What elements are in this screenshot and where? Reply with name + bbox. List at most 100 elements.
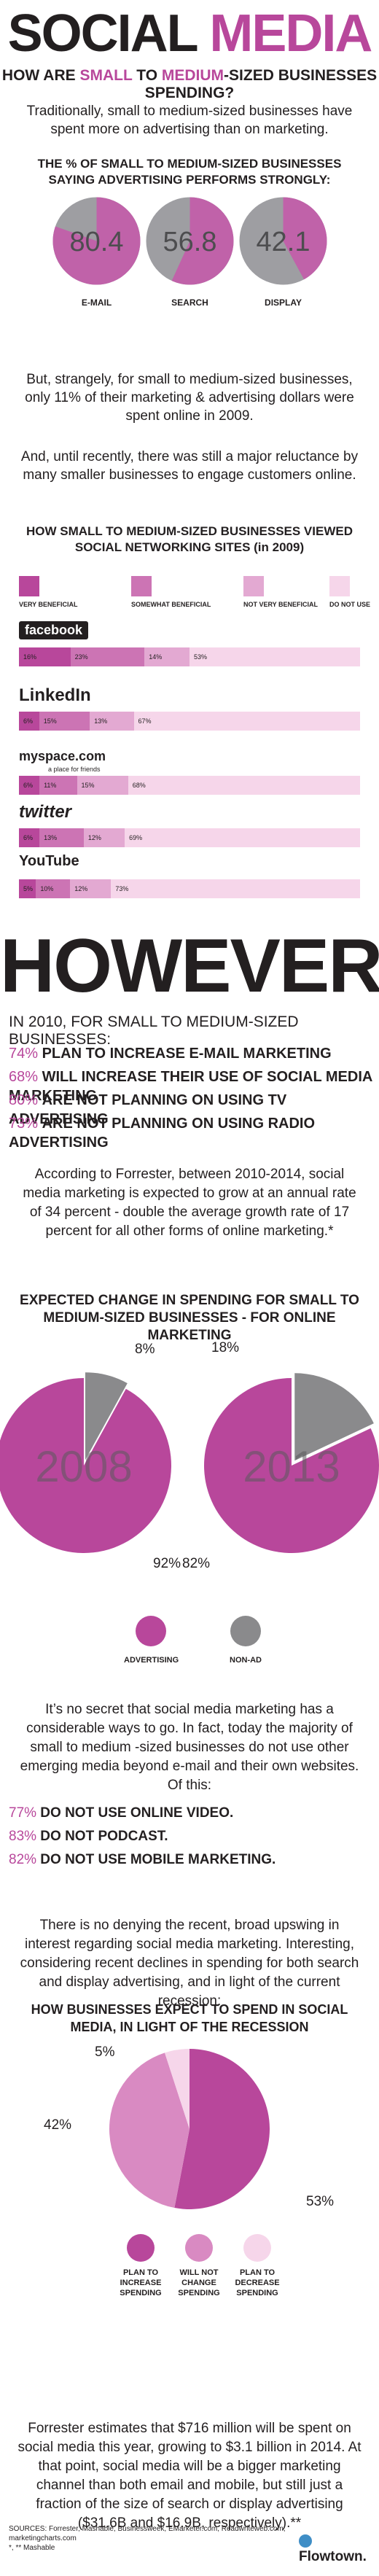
spending-pie: 2013 18% 82% (182, 1340, 379, 1571)
however-item: 68% WILL INCREASE THEIR USE OF SOCIAL ME… (9, 1067, 373, 1105)
bar-segment: 68% (128, 776, 360, 795)
recession-pie-slice (109, 2052, 190, 2209)
recession-text: There is no denying the recent, broad up… (20, 1918, 359, 2009)
performance-circle: 42.1 (239, 197, 327, 285)
however-item-pct: 68% (9, 1069, 42, 1085)
recession-pie-label: 5% (95, 2044, 115, 2060)
pie-slice-non-ad (294, 1373, 374, 1461)
bar-segment: 13% (39, 828, 84, 847)
legend-swatch (243, 576, 264, 596)
recession-legend-dot (185, 2234, 213, 2262)
recession-legend-label: PLAN TO DECREASE SPENDING (235, 2268, 280, 2297)
bar-row: 6% 15% 13% 67% (19, 712, 360, 731)
bar-segment: 15% (39, 712, 90, 731)
however-title: HOWEVER (0, 924, 379, 1008)
bar-row: 6% 13% 12% 69% (19, 828, 360, 847)
recession-pie-slice (165, 2049, 190, 2129)
legend-swatch (131, 576, 152, 596)
bar-segment: 6% (19, 828, 40, 847)
brand-name: Flowtown. (299, 2549, 367, 2564)
bar-segment: 69% (125, 828, 360, 847)
emerging-item-pct: 83% (9, 1829, 37, 1844)
page-subtitle: HOW ARE SMALL TO MEDIUM-SIZED BUSINESSES… (0, 67, 379, 102)
legend-label: SOMEWHAT BENEFICIAL (131, 601, 211, 608)
pie-year-label: 2013 (243, 1442, 340, 1491)
social-sites-heading: HOW SMALL TO MEDIUM-SIZED BUSINESSES VIE… (26, 524, 353, 554)
title-word-social: SOCIAL (7, 4, 198, 63)
closing-text: Forrester estimates that $716 million wi… (17, 2421, 362, 2531)
twitter-logo-icon: twitter (19, 802, 71, 822)
online-spend-text: But, strangely, for small to medium-size… (25, 372, 354, 424)
however-item-text: ARE NOT PLANNING ON USING RADIO ADVERTIS… (9, 1116, 316, 1151)
bar-segment: 6% (19, 776, 40, 795)
bar-segment: 23% (70, 647, 145, 666)
bar-row: 5% 10% 12% 73% (19, 879, 360, 898)
bar-segment: 12% (83, 828, 125, 847)
facebook-logo-icon: facebook (25, 623, 83, 637)
performance-circle-fill (283, 197, 327, 280)
pie-advertising-label: 82% (182, 1556, 210, 1571)
performance-label: SEARCH (171, 297, 208, 308)
pie-slice-advertising (204, 1378, 379, 1553)
however-intro: IN 2010, FOR SMALL TO MEDIUM-SIZED BUSIN… (9, 1013, 299, 1048)
recession-pie: 53% 42% 5% (44, 2044, 334, 2209)
pie-non-ad-label: 18% (211, 1340, 239, 1355)
legend-label: ADVERTISING (124, 1656, 179, 1665)
spending-change-pies: 2008 8% 92% 2013 18% 82% (0, 1340, 379, 1571)
brand-logo: twitter (19, 802, 71, 822)
performance-circle-fill (52, 197, 141, 285)
youtube-logo-icon: YouTube (19, 853, 79, 869)
bar-segment: 73% (111, 879, 360, 898)
performance-circle: 56.8 (146, 197, 234, 285)
however-item-text: ARE NOT PLANNING ON USING TV ADVERTISING (9, 1092, 287, 1127)
bar-segment: 12% (70, 879, 112, 898)
title-word-media: MEDIA (209, 4, 372, 63)
performance-item: 42.1 DISPLAY (238, 195, 329, 308)
legend-label: NOT VERY BENEFICIAL (243, 601, 319, 608)
performance-circle-fill (171, 197, 234, 285)
however-item: 73% ARE NOT PLANNING ON USING RADIO ADVE… (9, 1114, 373, 1152)
bar-row: 6% 11% 15% 68% (19, 776, 360, 795)
myspace-logo-icon: myspace.com (19, 749, 106, 763)
emerging-item-pct: 77% (9, 1805, 37, 1821)
forrester-text: According to Forrester, between 2010-201… (23, 1167, 356, 1239)
recession-legend-label: WILL NOT CHANGE SPENDING (178, 2268, 220, 2297)
myspace-tagline: a place for friends (48, 766, 101, 773)
page-title: SOCIAL MEDIA (0, 4, 379, 63)
reluctance-text: And, until recently, there was still a m… (20, 449, 359, 483)
legend-label: NON-AD (230, 1656, 262, 1665)
however-item-pct: 73% (9, 1116, 42, 1132)
recession-heading: HOW BUSINESSES EXPECT TO SPEND IN SOCIAL… (31, 2002, 348, 2034)
linkedin-logo-icon: LinkedIn (19, 685, 91, 705)
footer-brand[interactable]: Flowtown. (299, 2533, 379, 2565)
however-item-text: PLAN TO INCREASE E-MAIL MARKETING (42, 1046, 332, 1062)
bar-segment: 14% (144, 647, 190, 666)
bar-segment: 5% (19, 879, 36, 898)
pie-non-ad-label: 8% (135, 1342, 155, 1357)
bar-row: 16% 23% 14% 53% (19, 647, 360, 666)
recession-legend-label: PLAN TO INCREASE SPENDING (120, 2268, 162, 2297)
performance-value: 42.1 (257, 227, 310, 257)
footer-notes: *, ** Mashable (9, 2544, 55, 2552)
bar-segment: 67% (133, 712, 360, 731)
bar-segment: 15% (77, 776, 128, 795)
performance-item: 56.8 SEARCH (144, 195, 235, 308)
recession-legend-dot (243, 2234, 271, 2262)
emerging-item-text: DO NOT USE MOBILE MARKETING. (36, 1852, 276, 1867)
subtitle-pre: HOW ARE (1, 67, 80, 84)
brand-logo: LinkedIn (19, 685, 91, 706)
recession-pie-slice (174, 2049, 270, 2209)
legend-dot (136, 1616, 166, 1646)
pie-slice-non-ad (85, 1372, 128, 1460)
emerging-item-text: DO NOT USE ONLINE VIDEO. (36, 1805, 234, 1821)
bar-segment: 11% (39, 776, 77, 795)
legend-label: VERY BENEFICIAL (19, 601, 78, 608)
legend-swatch (329, 576, 350, 596)
recession-pie-label: 53% (306, 2194, 334, 2209)
legend-dot (230, 1616, 261, 1646)
performance-value: 80.4 (70, 227, 124, 257)
intro-text: Traditionally, small to medium-sized bus… (26, 104, 353, 137)
subtitle-post: -SIZED BUSINESSES SPENDING? (144, 67, 378, 101)
brand-logo: YouTube (19, 853, 79, 870)
